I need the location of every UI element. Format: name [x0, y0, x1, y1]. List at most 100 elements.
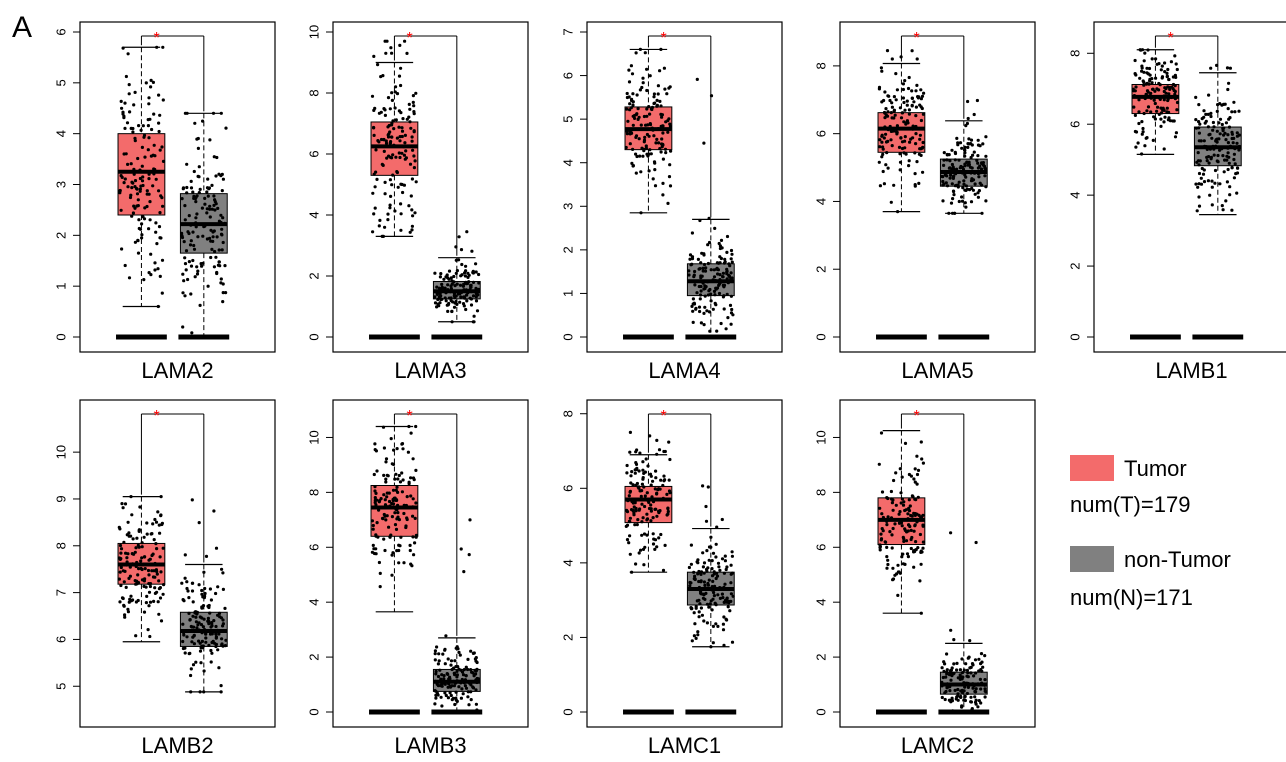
data-point [192, 243, 196, 248]
outlier-point [638, 451, 642, 455]
data-point [133, 90, 137, 94]
data-point [208, 611, 212, 615]
data-point [1202, 180, 1207, 184]
outlier-point [890, 57, 894, 61]
data-point [374, 491, 378, 495]
data-point [725, 272, 729, 276]
data-point [1195, 209, 1199, 213]
data-point [181, 325, 185, 329]
data-point [906, 529, 910, 533]
data-point [120, 175, 124, 179]
data-point [891, 526, 895, 531]
data-point [980, 183, 984, 187]
outlier-point [1209, 66, 1213, 70]
data-point [208, 215, 212, 219]
data-point [727, 262, 731, 266]
data-point [963, 154, 967, 158]
data-point [466, 657, 470, 662]
data-point [1173, 92, 1177, 96]
data-point [452, 684, 456, 688]
data-point [471, 671, 475, 675]
data-point [1165, 110, 1169, 114]
data-point [462, 668, 466, 672]
data-point [1140, 132, 1144, 136]
data-point [449, 296, 453, 300]
data-point [950, 162, 955, 167]
data-point [715, 329, 719, 333]
data-point [180, 235, 185, 240]
data-point [900, 146, 905, 151]
data-point [902, 500, 906, 504]
data-point [436, 684, 440, 688]
data-point [220, 189, 224, 193]
data-point [898, 106, 903, 110]
data-point [940, 695, 944, 700]
data-point [984, 690, 988, 694]
data-point [400, 442, 404, 446]
data-point [132, 172, 136, 176]
data-point [889, 517, 893, 522]
data-point [957, 180, 961, 184]
data-point [661, 131, 665, 135]
data-point [659, 150, 663, 154]
data-point [398, 139, 402, 143]
data-point [625, 107, 629, 111]
data-point [642, 147, 646, 151]
data-point [920, 550, 924, 554]
data-point [470, 249, 474, 253]
data-point [457, 667, 461, 671]
plot-frame [586, 21, 783, 353]
significance-star: * [407, 30, 413, 47]
data-point [126, 520, 130, 524]
data-point [894, 471, 898, 475]
outlier-point [459, 547, 463, 551]
data-point [638, 154, 642, 158]
data-point [151, 80, 155, 84]
data-point [373, 106, 377, 110]
data-point [918, 532, 923, 537]
data-point [948, 689, 952, 693]
data-point [1220, 122, 1224, 127]
data-point [1167, 77, 1171, 82]
data-point [715, 286, 720, 290]
data-point [157, 587, 161, 591]
data-point [1210, 185, 1214, 189]
data-point [940, 680, 944, 684]
non-tumor-group [178, 111, 230, 340]
data-point [435, 285, 439, 289]
data-point [1207, 93, 1211, 97]
gene-label: LAMA4 [648, 358, 720, 383]
data-point [913, 497, 917, 501]
data-point [641, 76, 645, 80]
outlier-point [398, 43, 402, 48]
data-point [183, 262, 188, 266]
data-point [1152, 98, 1156, 102]
data-point [649, 509, 654, 513]
data-point [450, 279, 454, 283]
data-point [129, 495, 133, 499]
data-point [409, 194, 413, 198]
y-tick-label: 2 [813, 266, 828, 273]
data-point [1220, 204, 1224, 208]
data-point [1196, 151, 1200, 155]
data-point [433, 271, 437, 275]
data-point [634, 562, 638, 566]
data-point [689, 607, 694, 611]
data-point [976, 143, 981, 147]
outlier-point [655, 438, 659, 442]
data-point [690, 639, 694, 643]
data-point [981, 142, 985, 146]
data-point [194, 221, 198, 225]
data-point [696, 257, 701, 261]
data-point [1144, 92, 1148, 96]
data-point [1213, 168, 1218, 173]
legend-label-non-tumor: non-Tumor [1124, 547, 1231, 572]
data-point [401, 447, 405, 451]
data-point [730, 554, 735, 558]
data-point [1165, 74, 1169, 78]
outlier-point [702, 141, 706, 145]
data-point [881, 147, 885, 151]
data-point [181, 639, 185, 644]
data-point [1146, 90, 1150, 94]
